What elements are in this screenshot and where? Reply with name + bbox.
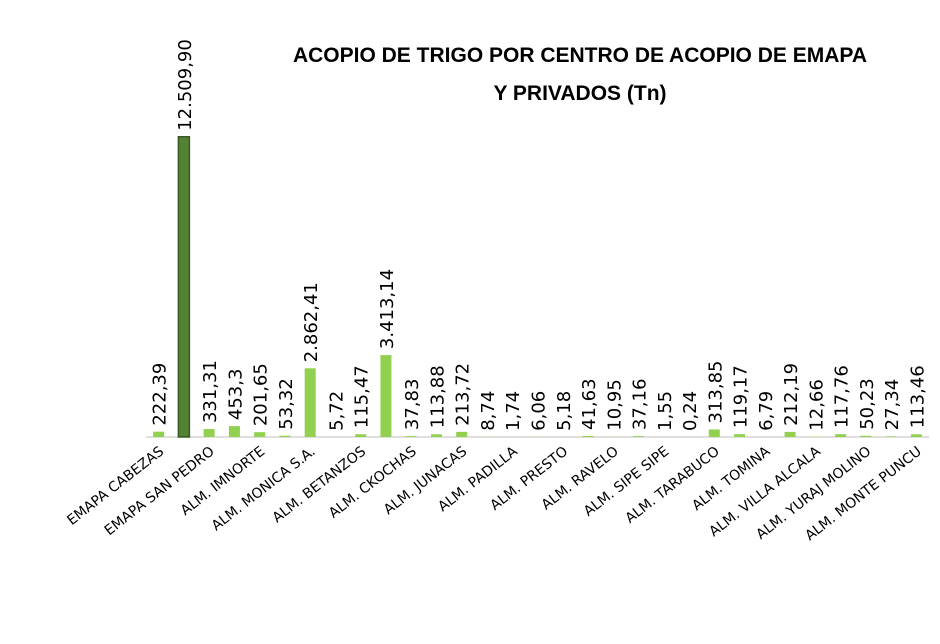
value-label: 50,23 (857, 378, 878, 430)
bar (177, 136, 191, 438)
bar (203, 429, 215, 437)
bar (633, 436, 645, 437)
value-label: 37,83 (402, 379, 423, 431)
value-label: 1,55 (655, 391, 676, 431)
bar (708, 429, 720, 437)
value-label: 5,18 (554, 391, 575, 431)
value-label: 453,3 (225, 369, 246, 421)
value-label: 6,06 (529, 391, 550, 431)
bar (380, 355, 392, 437)
bar (355, 434, 367, 437)
bar (784, 431, 796, 437)
value-label: 37,16 (630, 379, 651, 431)
value-label: 6,79 (756, 391, 777, 431)
bar (835, 434, 847, 437)
bar (860, 435, 872, 437)
value-label: 5,72 (326, 391, 347, 431)
value-label: 0,24 (680, 391, 701, 431)
chart-title: ACOPIO DE TRIGO POR CENTRO DE ACOPIO DE … (293, 44, 867, 67)
value-label: 212,19 (781, 363, 802, 426)
value-label: 213,72 (453, 363, 474, 426)
value-label: 8,74 (478, 391, 499, 431)
bar (456, 431, 468, 437)
x-tick-label: ALM. SIPE SIPE (581, 444, 672, 520)
value-label: 2.862,41 (301, 282, 322, 362)
bar (582, 436, 594, 437)
value-label: 1,74 (503, 391, 524, 431)
x-tick-label: ALM. BETANZOS (270, 443, 370, 526)
value-label: 41,63 (579, 378, 600, 430)
value-label: 27,34 (882, 379, 903, 431)
value-label: 113,46 (907, 365, 928, 428)
value-label: 331,31 (200, 360, 221, 423)
value-label: 119,17 (731, 365, 752, 428)
bar (430, 434, 442, 437)
bar (279, 435, 291, 437)
value-label: 313,85 (705, 360, 726, 423)
bar (910, 434, 922, 437)
bar (734, 434, 746, 437)
value-label: 10,95 (604, 379, 625, 431)
value-label: 113,88 (427, 365, 448, 428)
bar (885, 436, 897, 437)
bar (254, 432, 266, 437)
x-tick-label: ALM. TARABUCO (622, 444, 722, 527)
bar (304, 368, 316, 437)
value-label: 3.413,14 (377, 269, 398, 349)
value-label: 201,65 (251, 363, 272, 426)
value-label: 222,39 (150, 363, 171, 426)
bar (153, 431, 165, 437)
x-tick-label: ALM. IMNORTE (178, 444, 268, 520)
value-label: 12.509,90 (175, 39, 196, 131)
bar (405, 436, 417, 437)
value-label: 12,66 (806, 379, 827, 431)
chart-title: Y PRIVADOS (Tn) (493, 82, 666, 105)
bar (228, 426, 240, 437)
x-tick-label: ALM. CKOCHAS (326, 443, 420, 521)
value-label: 115,47 (352, 365, 373, 428)
value-label: 117,76 (832, 365, 853, 428)
value-label: 53,32 (276, 378, 297, 430)
